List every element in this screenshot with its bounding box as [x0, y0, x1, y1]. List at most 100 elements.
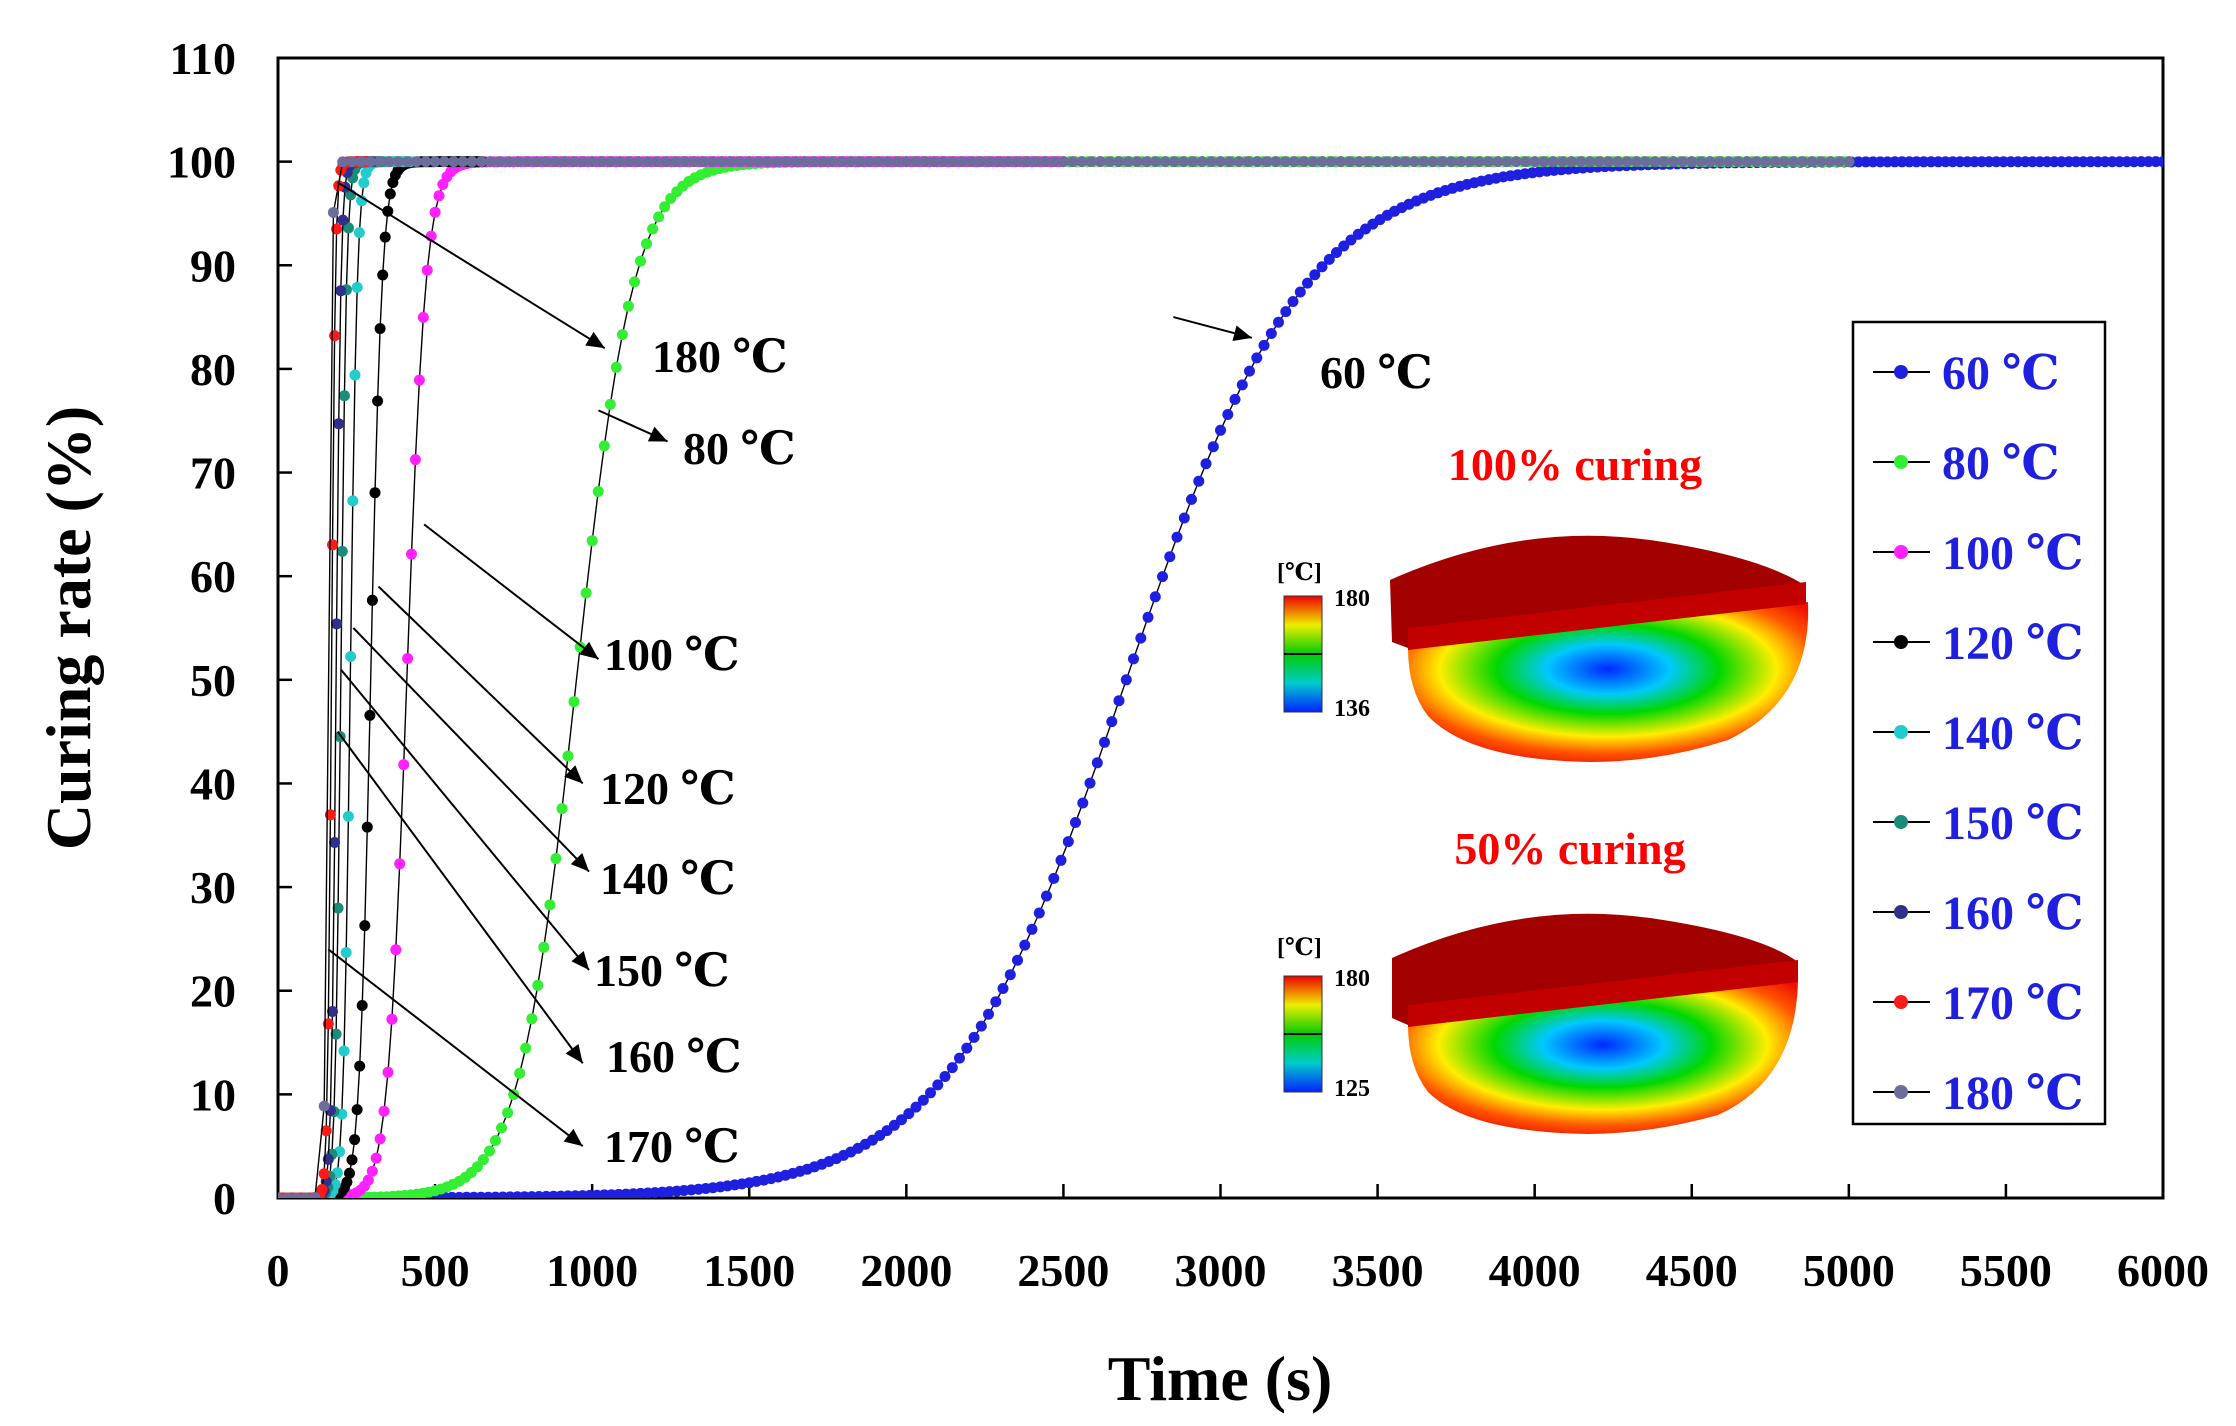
data-point [1193, 475, 1205, 487]
y-tick-label: 40 [190, 758, 236, 809]
legend-marker [1894, 905, 1908, 919]
data-point [659, 201, 671, 213]
data-point [647, 223, 659, 235]
data-point [580, 587, 592, 599]
data-point [374, 323, 386, 335]
data-point [2157, 156, 2163, 168]
annotation-arrow-line [352, 627, 590, 873]
data-point [369, 487, 381, 499]
annotation-arrow-head [579, 641, 599, 660]
data-point [1714, 156, 1725, 168]
annotation-arrow-head [647, 426, 668, 442]
data-point [540, 156, 552, 168]
data-point [743, 156, 755, 168]
data-point [338, 1045, 350, 1057]
data-point [382, 1066, 394, 1078]
data-point [1686, 156, 1698, 168]
data-point [1131, 156, 1143, 168]
y-tick-label: 70 [190, 448, 236, 499]
data-point [508, 1089, 520, 1101]
data-point [1455, 156, 1467, 168]
data-point [362, 1174, 374, 1186]
data-point [629, 276, 640, 288]
data-point [1004, 969, 1016, 981]
data-point [623, 156, 635, 168]
data-point [466, 156, 478, 168]
data-point [1113, 156, 1125, 168]
annotation-arrow-head [565, 1044, 583, 1064]
data-point [457, 156, 469, 168]
data-point [329, 330, 341, 342]
data-point [349, 369, 361, 381]
data-point [309, 1192, 321, 1198]
series-60c [278, 156, 2163, 1198]
data-point [429, 156, 441, 168]
data-point [1556, 156, 1568, 168]
data-point [1076, 156, 1088, 168]
data-point [725, 156, 737, 168]
data-point [1750, 156, 1762, 168]
data-point [1012, 954, 1023, 966]
data-point [1309, 269, 1321, 281]
scale-min-top: 136 [1334, 696, 1370, 722]
data-point [1483, 156, 1494, 168]
data-point [344, 1167, 355, 1179]
data-point [409, 454, 421, 466]
data-point [854, 156, 866, 168]
data-point [1077, 797, 1089, 809]
data-point [1529, 156, 1541, 168]
data-point [947, 156, 958, 168]
data-point [592, 486, 604, 497]
annotation-arrows [327, 181, 1253, 1147]
data-point [354, 1060, 366, 1072]
data-point [398, 759, 410, 771]
data-point [1704, 156, 1716, 168]
data-point [514, 1067, 526, 1079]
scale-unit-bottom: [℃] [1277, 935, 1322, 961]
annotation-arrow-line [327, 948, 584, 1147]
data-point [896, 1114, 907, 1126]
data-point [903, 1108, 915, 1120]
series-180c [278, 156, 1855, 1198]
legend-marker [1894, 1085, 1908, 1099]
data-point [1307, 156, 1319, 168]
data-point [329, 837, 341, 848]
data-point [392, 156, 404, 168]
data-point [716, 156, 727, 168]
data-point [1026, 923, 1038, 935]
data-point [900, 156, 912, 168]
anno-label-170: 170 ℃ [604, 1121, 740, 1172]
data-point [333, 418, 345, 430]
data-point [550, 853, 562, 864]
data-point [318, 1168, 330, 1180]
data-point [379, 231, 391, 243]
data-point [641, 238, 652, 250]
data-point [1658, 156, 1670, 168]
data-point [1104, 156, 1116, 168]
data-point [614, 156, 626, 168]
legend-label: 160 ℃ [1942, 887, 2084, 940]
anno-label-160: 160 ℃ [606, 1031, 742, 1082]
data-point [993, 156, 1005, 168]
data-point [374, 156, 386, 168]
data-point [343, 222, 354, 234]
data-point [327, 539, 338, 551]
legend-label: 170 ℃ [1942, 977, 2084, 1030]
legend-label: 120 ℃ [1942, 617, 2084, 670]
data-point [1113, 695, 1125, 707]
data-point [532, 979, 544, 991]
data-point [1033, 907, 1045, 919]
data-point [1464, 156, 1476, 168]
data-point [1409, 156, 1420, 168]
data-point [622, 300, 634, 312]
data-point [374, 1133, 386, 1145]
data-point [448, 156, 460, 168]
data-point [1298, 156, 1310, 168]
data-point [586, 156, 598, 168]
anno-label-150: 150 ℃ [594, 945, 730, 996]
data-point [574, 641, 586, 653]
data-point [1055, 854, 1067, 866]
data-point [1427, 156, 1439, 168]
data-point [1030, 156, 1042, 168]
data-point [351, 281, 363, 293]
